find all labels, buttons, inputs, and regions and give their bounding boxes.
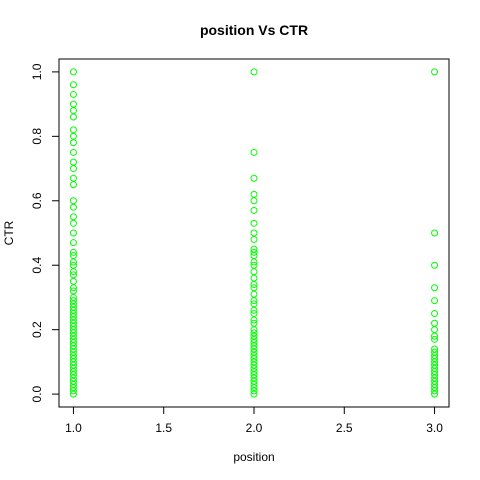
data-point (250, 268, 258, 276)
data-point (69, 107, 77, 115)
data-point (250, 68, 258, 76)
data-point (250, 281, 258, 289)
data-point (69, 181, 77, 189)
y-axis-label: CTR (2, 220, 16, 245)
x-tick-label: 1.5 (155, 421, 172, 435)
y-axis: 0.0 0.2 0.4 0.6 0.8 1.0 (30, 63, 60, 402)
data-point (431, 319, 439, 327)
data-point (69, 139, 77, 147)
data-point (250, 290, 258, 298)
x-tick-label: 2.5 (336, 421, 353, 435)
data-point (69, 100, 77, 108)
data-point (69, 132, 77, 140)
data-point (431, 332, 439, 340)
data-points (69, 68, 439, 398)
x-axis: 1.0 1.5 2.0 2.5 3.0 (65, 406, 443, 435)
x-axis-label: position (233, 450, 274, 464)
chart-title: position Vs CTR (200, 22, 308, 38)
data-point (431, 261, 439, 269)
y-tick-label: 0.2 (30, 321, 44, 338)
data-point (431, 335, 439, 343)
data-point (250, 219, 258, 227)
data-point (250, 297, 258, 305)
y-tick-label: 1.0 (30, 63, 44, 80)
data-point (431, 297, 439, 305)
data-point (431, 387, 439, 395)
data-point (69, 239, 77, 247)
data-point (431, 68, 439, 76)
data-point (69, 68, 77, 76)
data-point (69, 90, 77, 98)
x-tick-label: 2.0 (246, 421, 263, 435)
data-point (250, 190, 258, 198)
y-tick-label: 0.6 (30, 192, 44, 209)
data-point (69, 174, 77, 182)
data-point (69, 387, 77, 395)
data-point (69, 126, 77, 134)
data-point (431, 326, 439, 334)
data-point (250, 235, 258, 243)
x-tick-label: 3.0 (426, 421, 443, 435)
data-point (69, 248, 77, 256)
data-point (431, 390, 439, 398)
data-point (431, 284, 439, 292)
data-point (69, 158, 77, 166)
data-point (69, 165, 77, 173)
data-point (69, 81, 77, 89)
y-tick-label: 0.8 (30, 128, 44, 145)
y-tick-label: 0.4 (30, 257, 44, 274)
data-point (69, 197, 77, 205)
data-point (69, 284, 77, 292)
data-point (250, 387, 258, 395)
data-point (250, 306, 258, 314)
data-point (69, 213, 77, 221)
data-point (69, 148, 77, 156)
data-point (69, 277, 77, 285)
data-point (69, 113, 77, 121)
x-tick-label: 1.0 (65, 421, 82, 435)
data-point (250, 174, 258, 182)
data-point (431, 229, 439, 237)
data-point (250, 248, 258, 256)
y-tick-label: 0.0 (30, 385, 44, 402)
data-point (250, 390, 258, 398)
data-point (69, 268, 77, 276)
data-point (69, 203, 77, 211)
data-point (250, 274, 258, 282)
data-point (431, 310, 439, 318)
data-point (69, 229, 77, 237)
data-point (69, 258, 77, 266)
data-point (250, 229, 258, 237)
data-point (250, 206, 258, 214)
data-point (250, 258, 258, 266)
data-point (69, 390, 77, 398)
data-point (250, 316, 258, 324)
data-point (250, 197, 258, 205)
data-point (250, 148, 258, 156)
data-point (69, 219, 77, 227)
